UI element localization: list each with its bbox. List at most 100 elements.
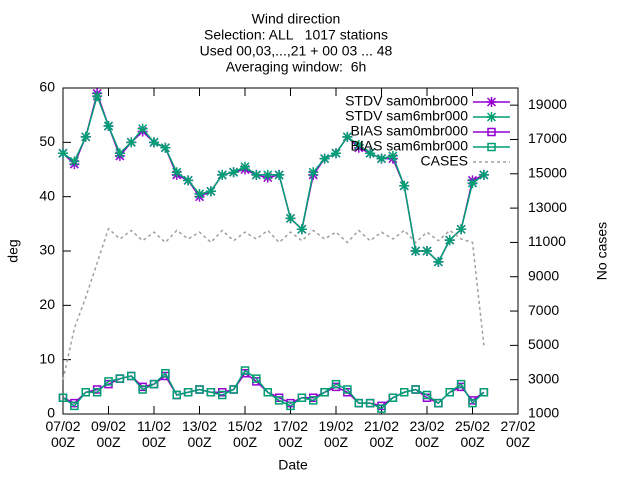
data-point: [309, 396, 318, 405]
data-point: [126, 137, 137, 148]
data-point: [240, 366, 250, 375]
data-point: [69, 156, 80, 167]
data-point: [365, 148, 376, 159]
data-point: [467, 178, 478, 189]
data-point: [172, 390, 181, 400]
y2-tick-label: 3000: [528, 370, 559, 386]
data-point: [388, 393, 398, 402]
data-point: [149, 137, 159, 148]
data-point: [274, 169, 285, 180]
data-point: [114, 148, 125, 159]
legend-label: CASES: [421, 153, 468, 169]
y-tick-label: 30: [39, 242, 55, 258]
data-point: [217, 169, 228, 180]
x-tick-label: 17/02 00Z: [272, 418, 309, 450]
data-point: [161, 369, 170, 378]
x-tick-label: 09/02 00Z: [90, 418, 127, 450]
data-point: [137, 123, 148, 134]
data-point: [297, 393, 307, 402]
data-point: [410, 246, 421, 256]
y-tick-label: 10: [39, 350, 55, 366]
y2-tick-label: 9000: [528, 267, 559, 283]
legend-label: BIAS sam0mbr000: [351, 123, 469, 139]
y-tick-label: 20: [39, 296, 55, 312]
data-point: [456, 379, 466, 389]
x-tick-label: 07/02 00Z: [45, 418, 81, 450]
data-point: [444, 235, 455, 246]
data-point: [252, 374, 261, 383]
data-point: [342, 131, 353, 142]
x-tick-label: 27/02 00Z: [500, 418, 536, 450]
y-axis-label: deg: [5, 239, 21, 262]
data-point: [251, 169, 262, 180]
data-point: [58, 393, 68, 402]
chart-title-line: Wind direction: [252, 11, 341, 27]
data-point: [456, 224, 467, 235]
y-tick-label: 50: [39, 133, 55, 149]
y2-tick-label: 13000: [528, 199, 567, 215]
legend-marker: [486, 97, 497, 107]
data-point: [399, 180, 410, 191]
data-point: [183, 388, 193, 397]
data-point: [228, 167, 239, 178]
data-point: [229, 385, 238, 394]
data-point: [127, 371, 136, 381]
series-line: [62, 372, 485, 407]
chart-title-line: Selection: ALL 1017 stations: [204, 27, 388, 43]
data-point: [308, 167, 319, 178]
x-tick-label: 11/02 00Z: [137, 418, 171, 450]
data-point: [92, 91, 103, 102]
data-point: [58, 148, 68, 159]
x-tick-label: 21/02 00Z: [363, 418, 400, 450]
data-point: [296, 224, 307, 235]
x-tick-label: 23/02 00Z: [409, 418, 445, 450]
x-tick-label: 25/02 00Z: [454, 418, 491, 450]
data-point: [195, 385, 204, 394]
legend-label: BIAS sam6mbr000: [351, 138, 469, 154]
data-point: [285, 213, 296, 224]
data-point: [240, 161, 250, 172]
data-point: [262, 169, 273, 180]
data-point: [331, 148, 341, 159]
data-point: [319, 153, 330, 164]
data-point: [104, 377, 113, 386]
data-point: [400, 388, 409, 397]
data-point: [445, 388, 454, 397]
data-point: [80, 131, 91, 142]
x-tick-label: 19/02 00Z: [318, 418, 354, 450]
y-tick-label: 0: [47, 405, 55, 421]
legend-label: STDV sam6mbr000: [345, 108, 468, 124]
data-point: [194, 188, 205, 199]
data-point: [376, 153, 387, 164]
y2-tick-label: 7000: [528, 302, 559, 318]
data-point: [411, 385, 420, 394]
data-point: [286, 401, 295, 411]
data-point: [354, 398, 363, 408]
data-point: [434, 398, 443, 408]
data-point: [422, 390, 432, 400]
y2-tick-label: 1000: [528, 405, 559, 421]
data-point: [377, 404, 386, 413]
x-tick-label: 13/02 00Z: [181, 418, 218, 450]
data-point: [365, 398, 375, 408]
data-point: [387, 150, 398, 161]
legend-marker: [487, 142, 496, 152]
legend-label: STDV sam0mbr000: [345, 93, 468, 109]
x-tick-label: 15/02 00Z: [227, 418, 263, 450]
legend-marker: [487, 127, 496, 137]
y2-tick-label: 17000: [528, 130, 567, 146]
data-point: [331, 379, 341, 389]
data-point: [479, 388, 489, 397]
data-point: [320, 388, 329, 397]
data-point: [205, 186, 216, 197]
data-point: [92, 388, 102, 397]
data-point: [206, 388, 216, 397]
data-point: [183, 175, 194, 186]
data-point: [160, 142, 171, 153]
data-point: [70, 401, 79, 411]
y-tick-label: 40: [39, 187, 55, 203]
data-point: [433, 256, 444, 267]
data-point: [274, 396, 284, 405]
y2-tick-label: 19000: [528, 96, 567, 112]
